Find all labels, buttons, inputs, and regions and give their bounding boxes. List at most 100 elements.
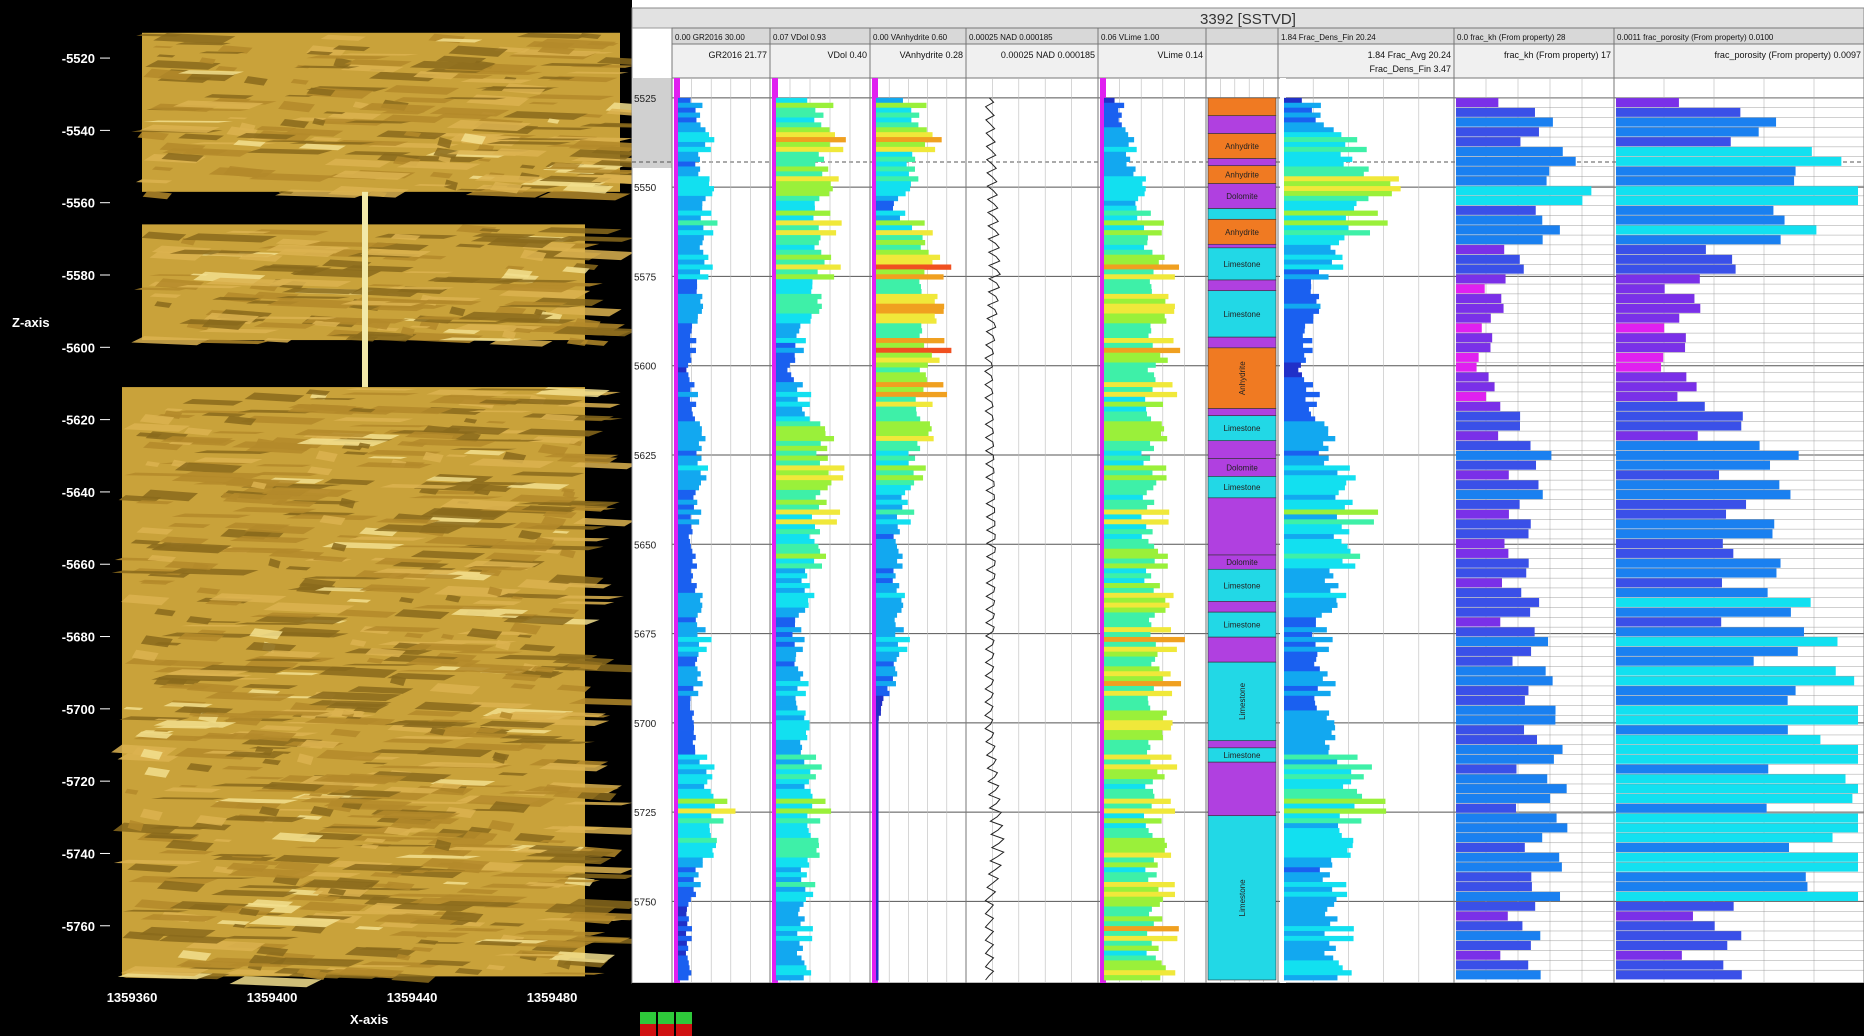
fracture-plane	[309, 136, 342, 142]
curve-segment	[678, 313, 698, 319]
curve-segment	[776, 823, 808, 829]
fracture-plane	[408, 495, 504, 500]
curve-segment	[776, 685, 798, 692]
curve-segment	[678, 465, 708, 471]
fracture-plane	[363, 838, 386, 843]
curve-segment	[776, 891, 814, 898]
fracture-plane	[328, 333, 409, 337]
fracture-plane	[529, 436, 583, 444]
curve-segment	[876, 377, 927, 383]
fracture-plane	[280, 118, 310, 129]
curve-segment	[876, 543, 898, 550]
fracture-plane	[136, 527, 174, 535]
curve-segment	[678, 112, 701, 118]
lithology-limestone	[1207, 661, 1277, 742]
fracture-plane	[177, 632, 225, 642]
fracture-plane	[193, 457, 263, 464]
curve-baseline-fill	[674, 78, 680, 983]
curve-segment	[678, 602, 703, 608]
curve-segment	[776, 793, 813, 800]
fracture-plane	[462, 830, 498, 841]
curve-segment	[776, 911, 799, 917]
curve-segment	[1104, 828, 1149, 834]
fracture-plane	[336, 53, 419, 56]
fracture-plane	[131, 336, 211, 346]
curve-segment	[678, 225, 704, 231]
fracture-plane	[290, 78, 309, 85]
curve-segment	[1284, 284, 1312, 290]
curve-segment	[776, 122, 822, 128]
curve-segment	[678, 587, 696, 594]
property-bar	[1616, 646, 1798, 656]
curve-segment	[876, 553, 903, 559]
fracture-plane	[165, 877, 257, 880]
curve-segment	[876, 690, 890, 697]
curve-segment	[776, 587, 805, 594]
fracture-plane	[551, 865, 635, 874]
fracture-plane	[307, 466, 333, 476]
fracture-plane	[562, 489, 576, 499]
curve-segment	[678, 181, 710, 187]
curve-segment	[776, 666, 799, 672]
curve-segment	[876, 220, 925, 226]
z-tick-label: -5720	[62, 774, 95, 789]
curve-segment	[1284, 842, 1353, 849]
curve-segment	[1284, 406, 1309, 412]
fracture-plane	[278, 191, 294, 195]
curve-segment	[876, 945, 879, 951]
curve-segment	[1104, 651, 1158, 657]
curve-segment	[876, 436, 934, 442]
curve-segment	[1104, 715, 1163, 721]
fracture-plane	[263, 612, 322, 618]
fracture-plane	[151, 542, 232, 554]
curve-segment	[678, 627, 706, 633]
curve-segment	[1104, 377, 1156, 383]
fracture-plane	[359, 947, 403, 951]
curve-segment	[876, 504, 903, 510]
fracture-plane	[410, 832, 465, 838]
property-bar	[1616, 832, 1833, 843]
fracture-plane	[517, 501, 609, 506]
curve-segment	[678, 774, 713, 780]
curve-segment	[1104, 823, 1146, 829]
curve-segment	[1284, 622, 1316, 628]
curve-segment	[876, 166, 915, 172]
fracture-plane	[373, 524, 463, 534]
curve-segment	[776, 401, 810, 408]
curve-segment	[1104, 965, 1166, 971]
curve-segment	[876, 171, 909, 177]
curve-segment	[776, 308, 820, 314]
curve-segment	[678, 935, 692, 942]
curve-segment	[876, 671, 898, 677]
fracture-plane	[245, 776, 285, 780]
fracture-plane	[265, 244, 350, 254]
curve-segment	[1104, 470, 1153, 476]
curve-segment	[776, 568, 806, 574]
swatch-red-mid	[658, 1024, 674, 1036]
curve-segment	[876, 651, 900, 657]
curve-segment	[1284, 916, 1338, 922]
property-bar	[1456, 744, 1563, 754]
curve-segment	[876, 112, 920, 118]
property-bar	[1616, 156, 1842, 166]
curve-segment	[1104, 195, 1139, 202]
curve-segment	[1104, 661, 1152, 667]
curve-segment	[1284, 391, 1320, 398]
curve-segment	[776, 440, 821, 447]
curve-segment	[876, 656, 897, 662]
curve-segment	[876, 205, 893, 211]
curve-segment	[776, 965, 807, 971]
fracture-plane	[182, 398, 244, 406]
fracture-plane	[263, 602, 355, 614]
curve-segment	[776, 612, 799, 618]
fracture-plane	[571, 156, 648, 163]
fracture-plane	[183, 427, 213, 436]
curve-segment	[678, 254, 709, 260]
curve-segment	[1104, 293, 1169, 300]
curve-segment	[876, 122, 919, 128]
fracture-plane	[323, 969, 401, 977]
fracture-plane	[236, 132, 297, 140]
fracture-plane	[393, 97, 455, 104]
curve-segment	[876, 926, 879, 932]
property-bar	[1456, 225, 1560, 235]
